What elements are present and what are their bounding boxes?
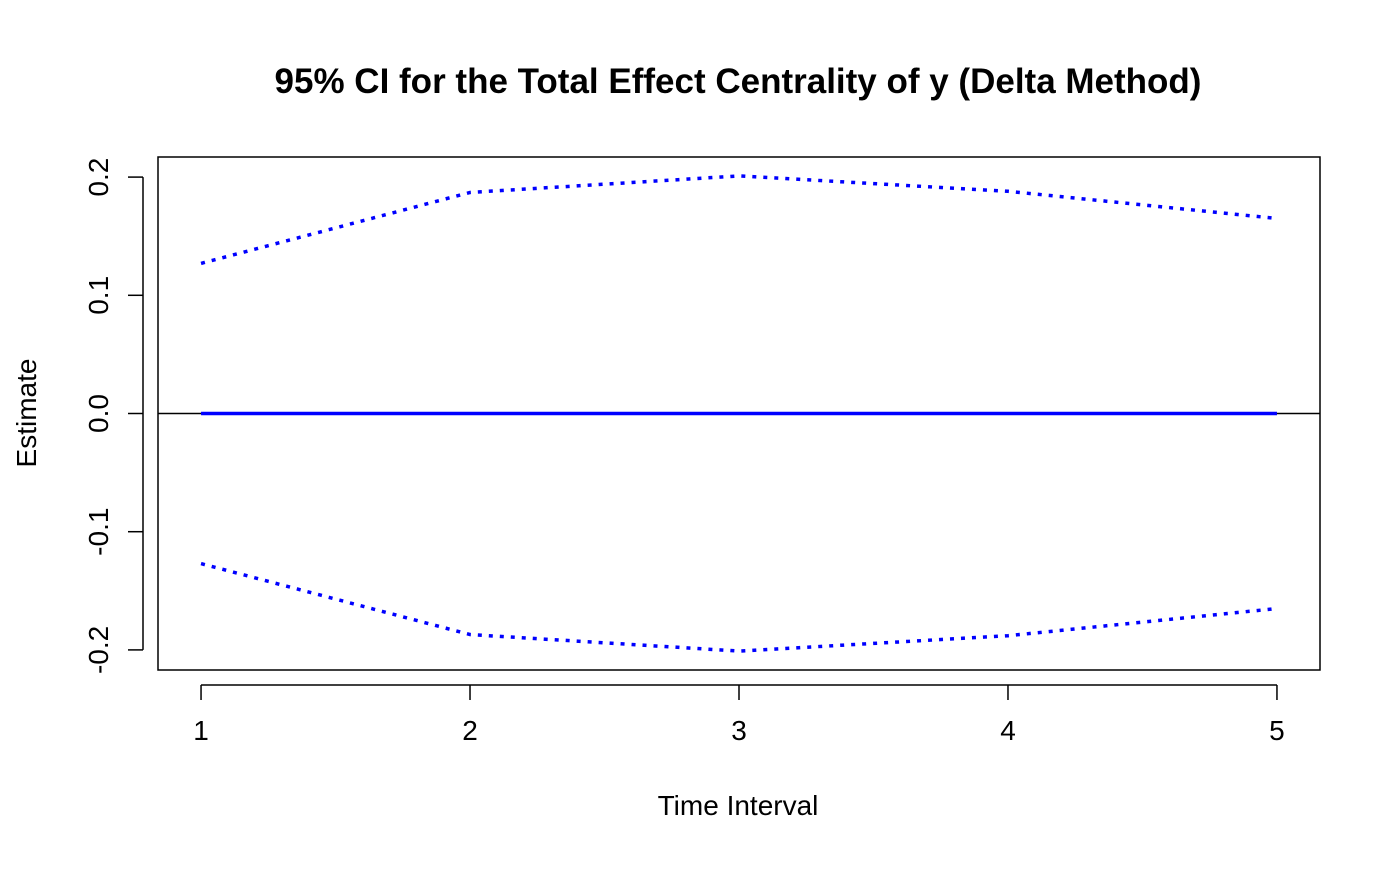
x-axis-title: Time Interval: [658, 790, 819, 821]
x-tick-label: 2: [462, 715, 478, 746]
chart-title: 95% CI for the Total Effect Centrality o…: [275, 62, 1202, 101]
series-line-upper: [200, 174, 1278, 266]
x-tick-label: 3: [731, 715, 747, 746]
y-axis-title: Estimate: [11, 359, 42, 468]
series-line-lower: [200, 561, 1278, 653]
x-tick-label: 4: [1000, 715, 1016, 746]
y-tick-label: 0.0: [83, 394, 114, 433]
y-tick-label: 0.1: [83, 276, 114, 315]
y-axis: -0.2 -0.1 0.0 0.1 0.2: [83, 158, 144, 674]
x-tick-label: 5: [1269, 715, 1285, 746]
y-tick-label: 0.2: [83, 158, 114, 197]
x-axis: 1 2 3 4 5: [193, 684, 1285, 746]
y-tick-label: -0.1: [83, 508, 114, 556]
y-tick-label: -0.2: [83, 626, 114, 674]
plot-area: 1 2 3 4 5 -0.2 -0.1 0.0 0.1 0.2: [83, 156, 1321, 746]
x-tick-label: 1: [193, 715, 209, 746]
